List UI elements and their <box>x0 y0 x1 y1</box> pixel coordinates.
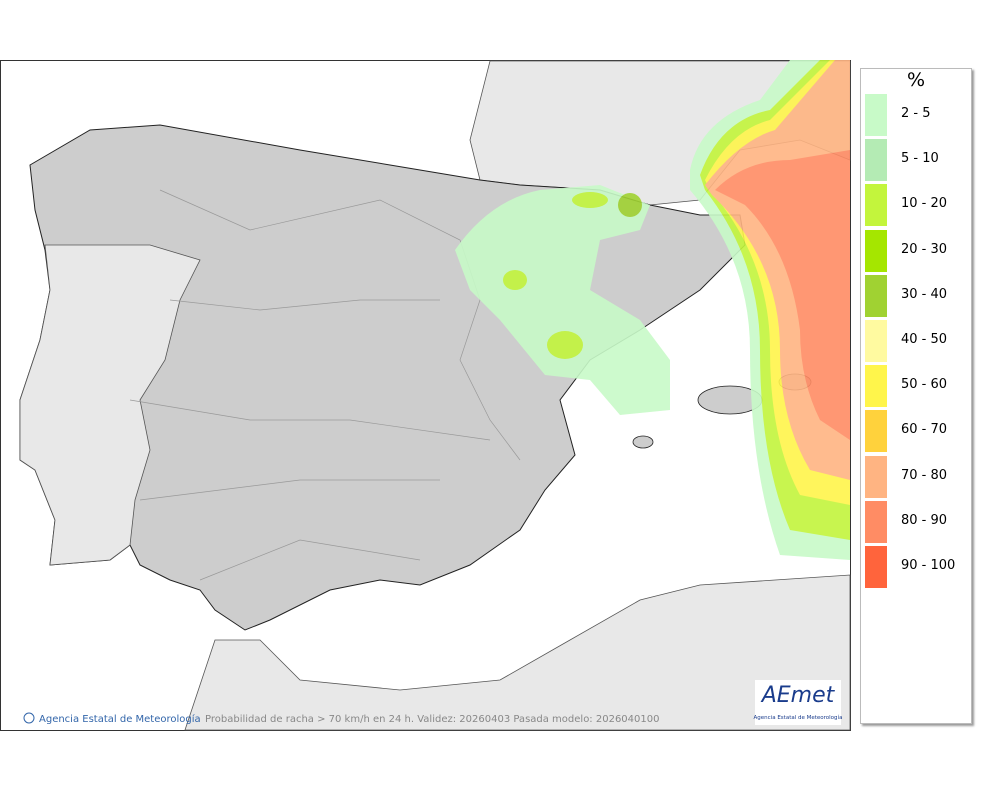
legend-swatch <box>865 94 887 136</box>
portugal <box>19 244 201 566</box>
credit: Agencia Estatal de Meteorología <box>39 713 201 725</box>
legend-item: 70 - 80 <box>865 455 969 498</box>
legend: % 2 - 5 5 - 10 10 - 20 20 - 30 30 - 40 40 - 5… <box>860 68 972 724</box>
legend-item: 5 - 10 <box>865 139 969 182</box>
legend-swatch <box>865 410 887 453</box>
legend-label: 5 - 10 <box>901 151 939 167</box>
legend-label: 80 - 90 <box>901 512 948 528</box>
legend-swatch <box>865 184 887 227</box>
probability-areas <box>455 60 850 560</box>
legend-label: 70 - 80 <box>901 467 948 483</box>
legend-label: 10 - 20 <box>901 196 948 212</box>
legend-item: 30 - 40 <box>865 274 969 317</box>
legend-swatch <box>865 455 887 498</box>
legend-label: 60 - 70 <box>901 422 948 438</box>
legend-label: 30 - 40 <box>901 286 948 302</box>
legend-swatch <box>865 139 887 182</box>
map: Agencia Estatal de Meteorología Probabil… <box>0 60 851 731</box>
legend-item: 2 - 5 <box>865 94 969 136</box>
legend-label: 20 - 30 <box>901 241 948 257</box>
logo: AEmet <box>760 683 836 708</box>
legend-item: 60 - 70 <box>865 410 969 453</box>
legend-swatch <box>865 500 887 543</box>
legend-item: 10 - 20 <box>865 184 969 227</box>
legend-item: 50 - 60 <box>865 365 969 408</box>
legend-swatch <box>865 546 887 588</box>
logo-box <box>755 680 841 725</box>
legend-item: 80 - 90 <box>865 500 969 543</box>
legend-swatch <box>865 229 887 272</box>
legend-label: 90 - 100 <box>901 558 956 573</box>
logo-subtitle: Agencia Estatal de Meteorología <box>754 714 843 721</box>
caption: Probabilidad de racha > 70 km/h en 24 h.… <box>205 714 659 725</box>
legend-label: 2 - 5 <box>901 106 931 121</box>
legend-label: 50 - 60 <box>901 377 948 393</box>
legend-item: 40 - 50 <box>865 320 969 362</box>
legend-item: 20 - 30 <box>865 229 969 272</box>
legend-swatch <box>865 274 887 317</box>
africa <box>184 574 851 731</box>
legend-swatch <box>865 320 887 362</box>
legend-title: % <box>906 69 926 91</box>
legend-item: 90 - 100 <box>865 546 969 588</box>
copyright-icon <box>23 712 35 724</box>
legend-swatch <box>865 365 887 408</box>
legend-label: 40 - 50 <box>901 332 948 347</box>
